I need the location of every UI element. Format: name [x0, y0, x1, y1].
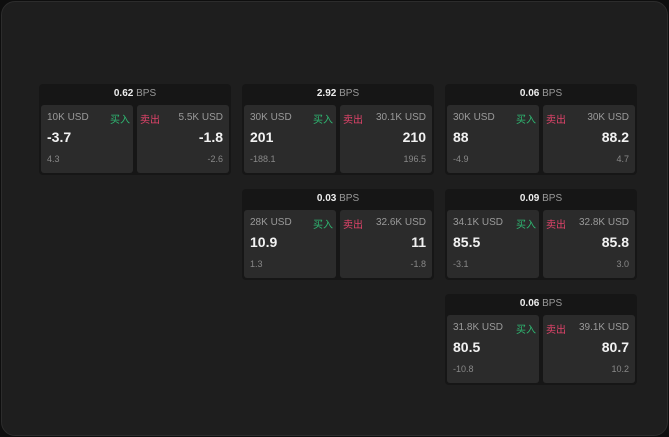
buy-price: 80.5 — [453, 339, 481, 355]
spread-value: 0.06 — [519, 298, 540, 309]
spread-unit: BPS — [542, 298, 563, 309]
buy-label: 买入 — [516, 325, 536, 336]
buy-change: -188.1 — [250, 154, 276, 164]
buy-button[interactable]: 28K USD 买入 10.9 1.3 — [244, 210, 336, 278]
buy-button[interactable]: 30K USD 买入 201 -188.1 — [244, 105, 336, 173]
sell-qty: 39.1K USD — [578, 322, 629, 333]
sell-price: 80.7 — [601, 339, 629, 355]
buy-label: 买入 — [313, 115, 333, 126]
buy-price: 85.5 — [453, 234, 481, 250]
sell-change: 4.7 — [616, 154, 629, 164]
sell-label: 卖出 — [140, 115, 160, 126]
buy-label: 买入 — [313, 220, 333, 231]
spread-unit: BPS — [339, 88, 360, 99]
spread-header: 0.06 BPS — [445, 84, 637, 104]
sell-change: 196.5 — [403, 154, 426, 164]
spread-header: 0.06 BPS — [445, 294, 637, 314]
buy-qty: 31.8K USD — [453, 322, 504, 333]
buy-qty: 30K USD — [250, 112, 292, 123]
sell-qty: 5.5K USD — [178, 112, 223, 123]
quote-card: 0.09 BPS 34.1K USD 买入 85.5 -3.1 32.8K US… — [445, 189, 637, 280]
sell-change: -1.8 — [410, 259, 426, 269]
buy-qty: 28K USD — [250, 217, 292, 228]
buy-price: 88 — [453, 129, 469, 145]
spread-unit: BPS — [542, 193, 563, 204]
sell-change: 10.2 — [611, 364, 629, 374]
buy-button[interactable]: 31.8K USD 买入 80.5 -10.8 — [447, 315, 539, 383]
buy-change: -10.8 — [453, 364, 474, 374]
spread-header: 0.09 BPS — [445, 189, 637, 209]
sell-label: 卖出 — [546, 115, 566, 126]
sell-button[interactable]: 39.1K USD 卖出 80.7 10.2 — [543, 315, 635, 383]
buy-button[interactable]: 10K USD 买入 -3.7 4.3 — [41, 105, 133, 173]
sell-button[interactable]: 5.5K USD 卖出 -1.8 -2.6 — [137, 105, 229, 173]
sell-button[interactable]: 30.1K USD 卖出 210 196.5 — [340, 105, 432, 173]
sell-button[interactable]: 30K USD 卖出 88.2 4.7 — [543, 105, 635, 173]
spread-header: 0.62 BPS — [39, 84, 231, 104]
buy-qty: 30K USD — [453, 112, 495, 123]
sell-button[interactable]: 32.8K USD 卖出 85.8 3.0 — [543, 210, 635, 278]
sell-change: 3.0 — [616, 259, 629, 269]
spread-header: 2.92 BPS — [242, 84, 434, 104]
sell-price: 210 — [402, 129, 426, 145]
sell-qty: 32.6K USD — [375, 217, 426, 228]
buy-price: 201 — [250, 129, 274, 145]
quote-card: 2.92 BPS 30K USD 买入 201 -188.1 30.1K USD… — [242, 84, 434, 175]
buy-change: 4.3 — [47, 154, 60, 164]
buy-qty: 34.1K USD — [453, 217, 504, 228]
spread-unit: BPS — [136, 88, 157, 99]
sell-label: 卖出 — [546, 220, 566, 231]
buy-button[interactable]: 30K USD 买入 88 -4.9 — [447, 105, 539, 173]
spread-header: 0.03 BPS — [242, 189, 434, 209]
sell-label: 卖出 — [546, 325, 566, 336]
buy-change: -4.9 — [453, 154, 469, 164]
sell-button[interactable]: 32.6K USD 卖出 11 -1.8 — [340, 210, 432, 278]
spread-unit: BPS — [339, 193, 360, 204]
quote-card: 0.62 BPS 10K USD 买入 -3.7 4.3 5.5K USD 卖出… — [39, 84, 231, 175]
spread-value: 0.62 — [113, 88, 134, 99]
sell-price: 88.2 — [601, 129, 629, 145]
sell-price: 11 — [411, 234, 426, 250]
buy-label: 买入 — [110, 115, 130, 126]
spread-value: 0.03 — [316, 193, 337, 204]
buy-price: 10.9 — [250, 234, 278, 250]
spread-value: 2.92 — [316, 88, 337, 99]
sell-label: 卖出 — [343, 220, 363, 231]
sell-qty: 30.1K USD — [375, 112, 426, 123]
buy-change: 1.3 — [250, 259, 263, 269]
buy-change: -3.1 — [453, 259, 469, 269]
sell-change: -2.6 — [207, 154, 223, 164]
sell-qty: 32.8K USD — [578, 217, 629, 228]
quote-card: 0.06 BPS 30K USD 买入 88 -4.9 30K USD 卖出 8… — [445, 84, 637, 175]
buy-button[interactable]: 34.1K USD 买入 85.5 -3.1 — [447, 210, 539, 278]
buy-qty: 10K USD — [47, 112, 89, 123]
buy-label: 买入 — [516, 220, 536, 231]
buy-label: 买入 — [516, 115, 536, 126]
quote-card: 0.06 BPS 31.8K USD 买入 80.5 -10.8 39.1K U… — [445, 294, 637, 385]
sell-price: 85.8 — [601, 234, 629, 250]
spread-unit: BPS — [542, 88, 563, 99]
sell-price: -1.8 — [198, 129, 223, 145]
spread-value: 0.06 — [519, 88, 540, 99]
sell-label: 卖出 — [343, 115, 363, 126]
spread-value: 0.09 — [519, 193, 540, 204]
buy-price: -3.7 — [47, 129, 72, 145]
quote-card: 0.03 BPS 28K USD 买入 10.9 1.3 32.6K USD 卖… — [242, 189, 434, 280]
sell-qty: 30K USD — [587, 112, 629, 123]
